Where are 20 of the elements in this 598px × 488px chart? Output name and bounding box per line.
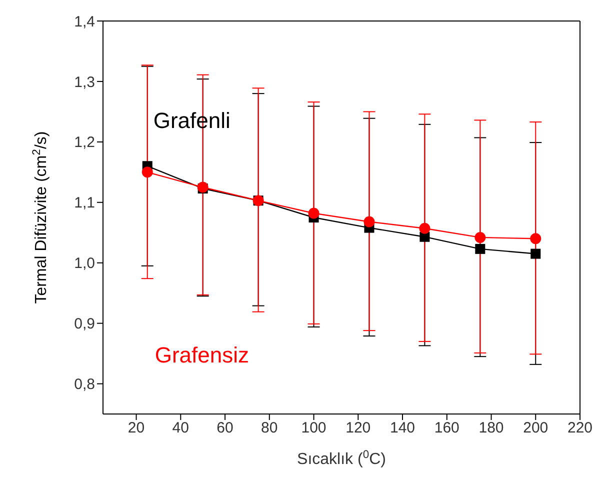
y-tick-label: 1,3 — [74, 74, 95, 91]
y-tick-label: 1,2 — [74, 134, 95, 152]
x-tick-label: 200 — [523, 420, 548, 437]
text: Grafensiz — [154, 342, 249, 368]
y-tick-label: 0,9 — [74, 316, 95, 333]
x-axis-title: Sıcaklık ($^{0}$C) — [297, 449, 386, 468]
x-tick-label: 160 — [434, 420, 460, 437]
x-tick-label: 120 — [346, 420, 371, 437]
x-tick-label: 40 — [172, 420, 189, 437]
x-tick-label: 100 — [301, 420, 326, 437]
x-tick-label: 20 — [128, 420, 145, 437]
x-tick-label: 140 — [390, 420, 416, 437]
y-tick-label: 1,4 — [74, 13, 95, 30]
y-tick-label: 1,0 — [74, 255, 95, 272]
y-tick-label: 0,8 — [74, 376, 95, 394]
x-tick-label: 180 — [478, 420, 504, 437]
x-tick-label: 60 — [216, 420, 234, 437]
y-tick-label: 1,1 — [74, 194, 95, 212]
x-tick-label: 80 — [261, 420, 278, 437]
x-tick-label: 220 — [567, 420, 593, 437]
